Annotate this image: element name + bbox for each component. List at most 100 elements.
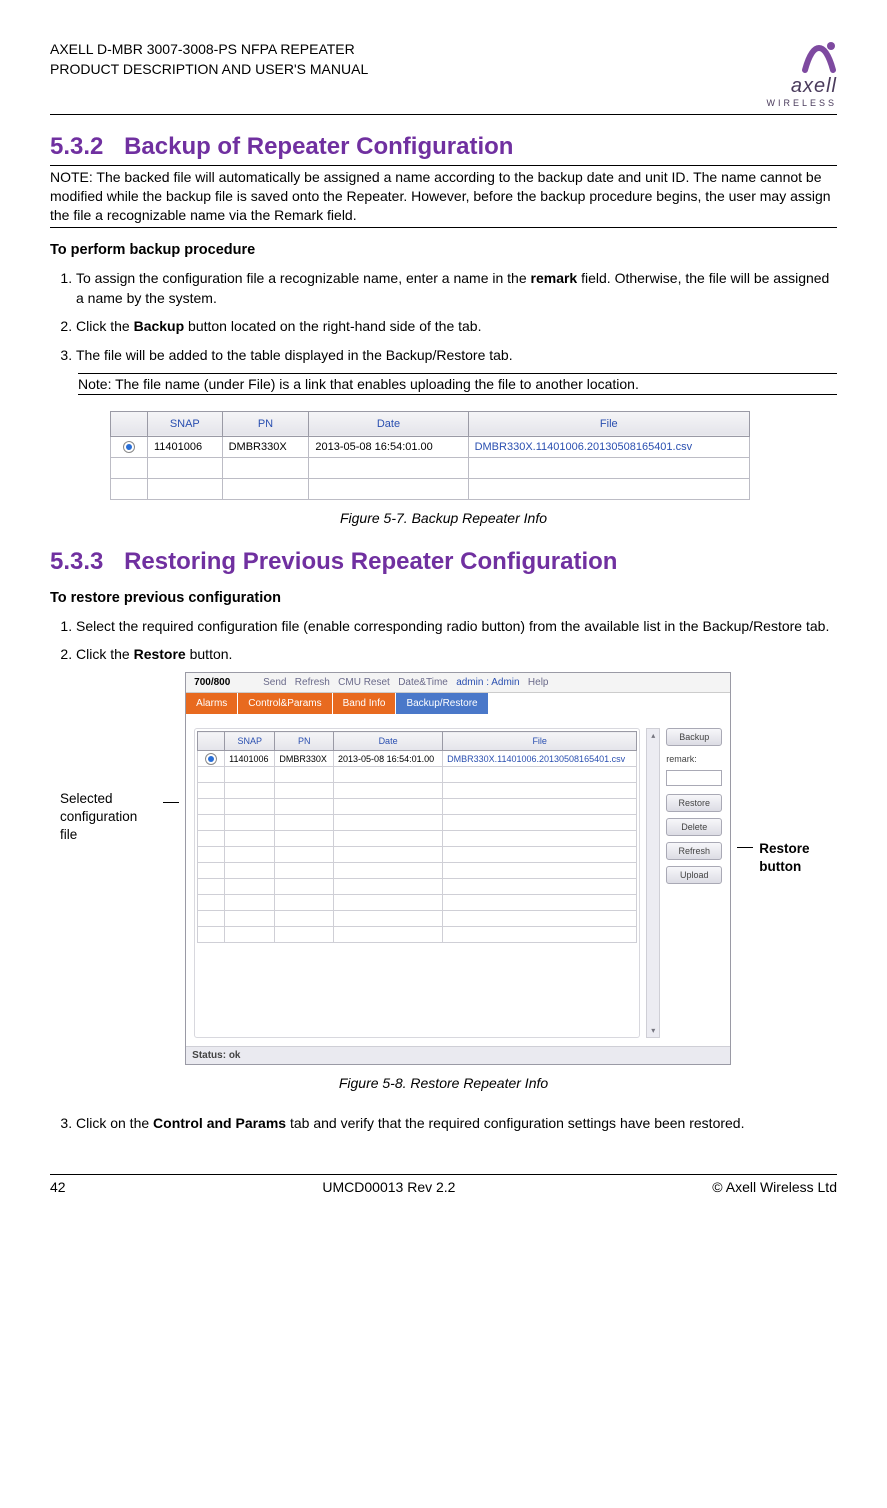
- col-pn: PN: [222, 411, 309, 436]
- inner-header-row: SNAP PN Date File: [198, 732, 637, 751]
- restore-figure: Selected configuration file 700/800 Send…: [60, 672, 837, 1065]
- menu-cmu-reset[interactable]: CMU Reset: [338, 677, 390, 688]
- step1-bold: remark: [531, 270, 578, 286]
- radio-selected-icon[interactable]: [123, 441, 135, 453]
- band-label: 700/800: [194, 677, 230, 688]
- refresh-button[interactable]: Refresh: [666, 842, 722, 860]
- footer-copyright: © Axell Wireless Ltd: [712, 1179, 837, 1195]
- step2-bold: Backup: [134, 318, 185, 334]
- button-column: Backup remark: Restore Delete Refresh Up…: [666, 728, 722, 1038]
- delete-button[interactable]: Delete: [666, 818, 722, 836]
- footer-page: 42: [50, 1179, 66, 1195]
- backup-steps: To assign the configuration file a recog…: [50, 268, 837, 365]
- inner-row-empty: [198, 847, 637, 863]
- menu-help[interactable]: Help: [528, 677, 549, 688]
- backup-button[interactable]: Backup: [666, 728, 722, 746]
- remark-input[interactable]: [666, 770, 722, 786]
- inner-col-file: File: [443, 732, 637, 751]
- menu-admin[interactable]: admin : Admin: [456, 677, 519, 688]
- inner-snap: 11401006: [225, 751, 275, 767]
- inner-col-snap: SNAP: [225, 732, 275, 751]
- inner-col-radio: [198, 732, 225, 751]
- section-title: Restoring Previous Repeater Configuratio…: [124, 548, 617, 575]
- row-snap: 11401006: [148, 436, 223, 457]
- col-radio: [111, 411, 148, 436]
- col-snap: SNAP: [148, 411, 223, 436]
- tabs-row: Alarms Control&Params Band Info Backup/R…: [186, 693, 730, 714]
- rs3-text-c: tab and verify that the required configu…: [286, 1115, 744, 1131]
- callout-right: Restore button: [759, 840, 837, 875]
- restore-steps: Select the required configuration file (…: [50, 616, 837, 665]
- section-number: 5.3.2: [50, 133, 103, 160]
- page-header: AXELL D-MBR 3007-3008-PS NFPA REPEATER P…: [50, 40, 837, 115]
- inner-row-empty: [198, 831, 637, 847]
- inner-row-empty: [198, 767, 637, 783]
- inner-row-empty: [198, 783, 637, 799]
- tab-control-params[interactable]: Control&Params: [238, 693, 332, 714]
- header-line1: AXELL D-MBR 3007-3008-PS NFPA REPEATER: [50, 40, 368, 60]
- table-row[interactable]: 11401006 DMBR330X 2013-05-08 16:54:01.00…: [111, 436, 750, 457]
- logo-subtext: WIRELESS: [766, 98, 837, 108]
- tab-band-info[interactable]: Band Info: [333, 693, 397, 714]
- inner-table-wrap: SNAP PN Date File 11401006 DMBR330X 2013…: [194, 728, 640, 1038]
- restore-steps-cont: Click on the Control and Params tab and …: [50, 1113, 837, 1133]
- inner-row-empty: [198, 863, 637, 879]
- upload-button[interactable]: Upload: [666, 866, 722, 884]
- scroll-up-icon[interactable]: ▴: [651, 731, 655, 740]
- inner-file-link[interactable]: DMBR330X.11401006.20130508165401.csv: [443, 751, 637, 767]
- subheading-restore: To restore previous configuration: [50, 590, 837, 606]
- remark-label: remark:: [666, 754, 722, 764]
- rs3-text-a: Click on the: [76, 1115, 153, 1131]
- step-2: Click the Backup button located on the r…: [76, 316, 837, 336]
- logo: axell WIRELESS: [766, 40, 837, 108]
- col-file: File: [468, 411, 749, 436]
- col-date: Date: [309, 411, 468, 436]
- inner-pn: DMBR330X: [275, 751, 334, 767]
- subheading-backup: To perform backup procedure: [50, 242, 837, 258]
- inner-col-date: Date: [334, 732, 443, 751]
- callout-left: Selected configuration file: [60, 790, 157, 843]
- inner-row-empty: [198, 879, 637, 895]
- row-radio[interactable]: [111, 436, 148, 457]
- inner-row-selected[interactable]: 11401006 DMBR330X 2013-05-08 16:54:01.00…: [198, 751, 637, 767]
- section-heading-backup: 5.3.2 Backup of Repeater Configuration: [50, 133, 837, 161]
- menu-date-time[interactable]: Date&Time: [398, 677, 448, 688]
- inner-row-empty: [198, 815, 637, 831]
- figure-caption-1: Figure 5-7. Backup Repeater Info: [50, 510, 837, 526]
- radio-selected-icon[interactable]: [205, 753, 217, 765]
- status-text: Status: ok: [192, 1050, 240, 1061]
- backup-table: SNAP PN Date File 11401006 DMBR330X 2013…: [110, 411, 750, 500]
- leader-line-left: [163, 802, 179, 803]
- rs2-bold: Restore: [134, 646, 186, 662]
- restore-step-1: Select the required configuration file (…: [76, 616, 837, 636]
- scroll-down-icon[interactable]: ▾: [651, 1026, 655, 1035]
- menu-send[interactable]: Send: [263, 677, 286, 688]
- rs3-bold: Control and Params: [153, 1115, 286, 1131]
- inner-row-empty: [198, 799, 637, 815]
- inner-table: SNAP PN Date File 11401006 DMBR330X 2013…: [197, 731, 637, 943]
- tab-backup-restore[interactable]: Backup/Restore: [396, 693, 488, 714]
- app-topbar: 700/800 Send Refresh CMU Reset Date&Time…: [186, 673, 730, 693]
- inner-row-empty: [198, 927, 637, 943]
- figure-caption-2: Figure 5-8. Restore Repeater Info: [50, 1075, 837, 1091]
- inner-radio[interactable]: [198, 751, 225, 767]
- row-pn: DMBR330X: [222, 436, 309, 457]
- inner-row-empty: [198, 895, 637, 911]
- restore-step-3: Click on the Control and Params tab and …: [76, 1113, 837, 1133]
- restore-button[interactable]: Restore: [666, 794, 722, 812]
- step1-text-a: To assign the configuration file a recog…: [76, 270, 531, 286]
- app-window: 700/800 Send Refresh CMU Reset Date&Time…: [185, 672, 731, 1065]
- footer-doc: UMCD00013 Rev 2.2: [322, 1179, 455, 1195]
- table-row-empty: [111, 478, 750, 499]
- menu-refresh[interactable]: Refresh: [295, 677, 330, 688]
- rs2-text-a: Click the: [76, 646, 134, 662]
- callout-right-text: Restore button: [759, 841, 809, 874]
- logo-mark-icon: [801, 40, 837, 74]
- status-bar: Status: ok: [186, 1046, 730, 1064]
- step2-text-a: Click the: [76, 318, 134, 334]
- row-file-link[interactable]: DMBR330X.11401006.20130508165401.csv: [468, 436, 749, 457]
- scrollbar[interactable]: ▴ ▾: [646, 728, 660, 1038]
- table-header-row: SNAP PN Date File: [111, 411, 750, 436]
- inner-date: 2013-05-08 16:54:01.00: [334, 751, 443, 767]
- tab-alarms[interactable]: Alarms: [186, 693, 238, 714]
